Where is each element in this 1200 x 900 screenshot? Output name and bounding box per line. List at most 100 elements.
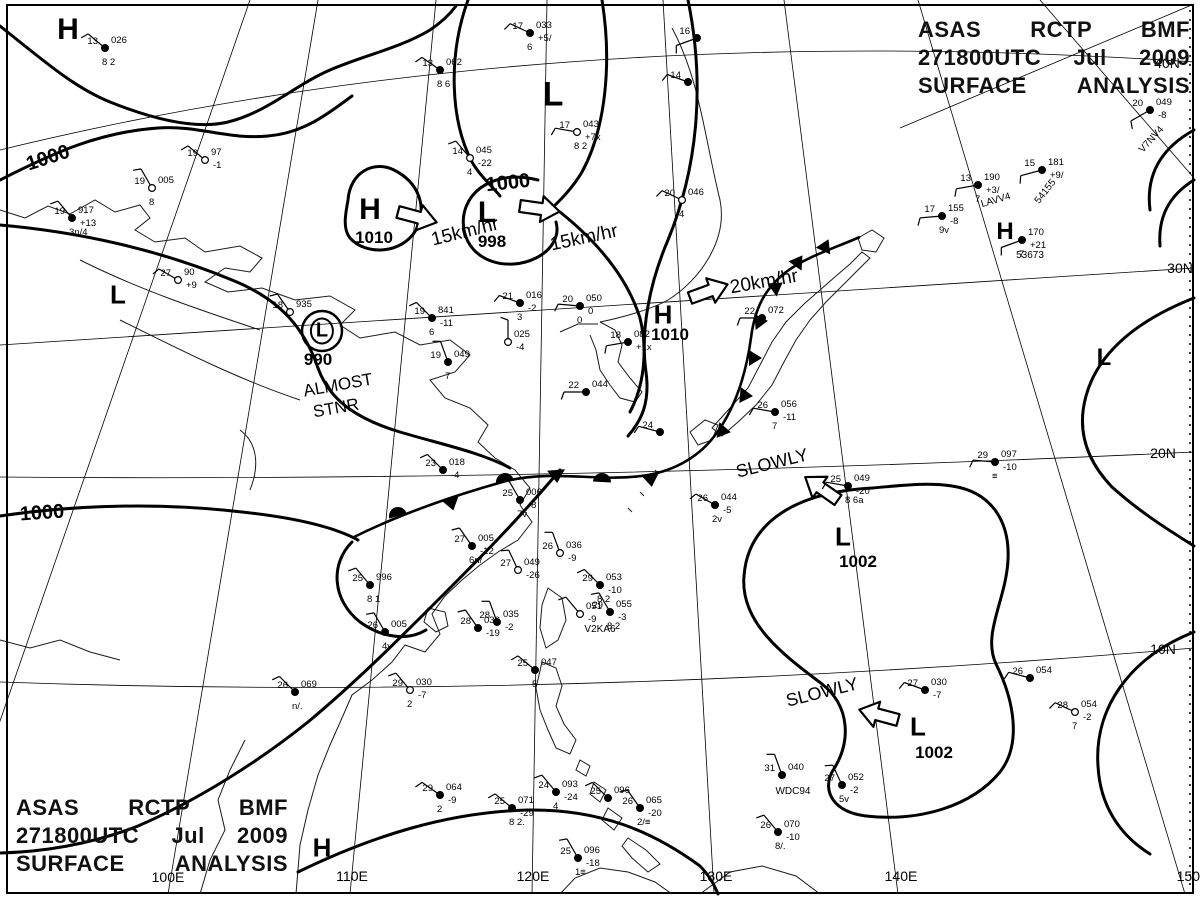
station-plot: 22 044 bbox=[560, 379, 608, 400]
station-change: +21 bbox=[1030, 240, 1046, 251]
station-plot: 17 155 -89v bbox=[917, 203, 964, 236]
latitude-label: 30N bbox=[1167, 260, 1193, 276]
station-plot: 19 97 -1 bbox=[180, 145, 222, 171]
wind-barb-tick bbox=[415, 781, 423, 788]
station-plot: 26 065 -202/≡ bbox=[619, 789, 662, 828]
station-temperature: 25 bbox=[517, 658, 528, 669]
station-temperature: 27 bbox=[824, 773, 835, 784]
station-circle-icon bbox=[603, 793, 613, 803]
station-temperature: 26 bbox=[622, 796, 633, 807]
station-pressure: 072 bbox=[768, 305, 784, 316]
station-circle-icon bbox=[773, 827, 783, 837]
longitude-label: 140E bbox=[884, 868, 918, 884]
station-circle-icon bbox=[473, 623, 483, 633]
station-pressure: 025 bbox=[514, 329, 530, 340]
station-temperature: 19 bbox=[187, 148, 198, 159]
station-change: -3 bbox=[618, 612, 626, 623]
station-cloud: 8/. bbox=[775, 841, 786, 852]
station-temperature: 17 bbox=[924, 204, 935, 215]
isobar-value-label: 1000 bbox=[484, 169, 532, 197]
station-circle-icon bbox=[467, 541, 477, 551]
station-cloud: 8 bbox=[149, 197, 154, 208]
wind-barb-tick bbox=[619, 789, 628, 793]
station-temperature: 27 bbox=[160, 268, 171, 279]
fronts bbox=[351, 235, 861, 540]
wind-barb-tick bbox=[500, 549, 509, 552]
station-cloud: 8 6 bbox=[437, 79, 450, 90]
station-pressure: 181 bbox=[1048, 157, 1064, 168]
isobar-value-label: 1000 bbox=[19, 500, 65, 526]
station-plot: 28 036-19 bbox=[457, 609, 500, 639]
low-pressure-symbol: L bbox=[1096, 344, 1112, 371]
wind-barb-tick bbox=[415, 56, 423, 63]
station-circle-icon bbox=[1070, 707, 1080, 717]
station-pressure: 064 bbox=[446, 782, 462, 793]
wind-barb-tick bbox=[756, 814, 765, 819]
wind-barb-tick bbox=[821, 481, 827, 490]
station-pressure: 917 bbox=[78, 205, 94, 216]
station-change: -1 bbox=[213, 160, 221, 171]
station-temperature: 24 bbox=[642, 420, 653, 431]
longitude-label: 100E bbox=[151, 869, 185, 885]
station-pressure: 070 bbox=[784, 819, 800, 830]
wind-barb-tick bbox=[180, 145, 189, 151]
station-circle-icon bbox=[973, 180, 983, 190]
wind-barb-tick bbox=[388, 672, 397, 677]
station-circle-icon bbox=[1145, 105, 1155, 115]
station-cloud: 3 bbox=[517, 312, 522, 323]
station-change: +9 bbox=[186, 280, 197, 291]
station-pressure: 040 bbox=[788, 762, 804, 773]
station-pressure: 049 bbox=[1156, 97, 1172, 108]
station-pressure: 046 bbox=[688, 187, 704, 198]
ship-id-label: WDC94 bbox=[775, 786, 811, 797]
station-plot: 13 026 8 2 bbox=[80, 33, 127, 68]
longitude-label: 110E bbox=[336, 868, 368, 884]
station-temperature: 21 bbox=[502, 291, 513, 302]
station-circle-icon bbox=[595, 580, 605, 590]
station-cloud: 4 bbox=[467, 167, 472, 178]
station-pressure: 005 bbox=[391, 619, 407, 630]
station-cloud: 8 2 bbox=[607, 621, 620, 632]
wind-barb-tick bbox=[534, 774, 543, 779]
station-circle-icon bbox=[937, 211, 947, 221]
station-plot: 29 053 -108 2 bbox=[576, 568, 622, 605]
station-pressure: 033 bbox=[536, 20, 552, 31]
station-pressure: 053 bbox=[606, 572, 622, 583]
station-pressure: 050 bbox=[586, 293, 602, 304]
station-temperature: 13 bbox=[422, 58, 433, 69]
station-plot: 19 049 7 bbox=[430, 340, 470, 382]
station-circle-icon bbox=[405, 685, 415, 695]
station-cloud: 7 bbox=[445, 371, 450, 382]
ship-id-label: 53673 bbox=[1016, 250, 1044, 261]
wind-barb-tick bbox=[661, 74, 668, 81]
station-change: +1x bbox=[636, 342, 652, 353]
station-plot: 29 064 -9 2 bbox=[415, 781, 462, 815]
station-cloud: 7 bbox=[1072, 721, 1077, 732]
title-block-bottom-left: ASAS RCTP BMF 271800UTC Jul 2009 SURFACE… bbox=[16, 794, 288, 878]
station-plot: 19 005 8 bbox=[132, 168, 174, 208]
station-cloud: 5v bbox=[839, 794, 849, 805]
station-plot: 27 049 -26 bbox=[500, 549, 540, 581]
station-cloud: 7v bbox=[517, 509, 527, 520]
station-change: -7 bbox=[418, 690, 426, 701]
pressure-value-label: 1010 bbox=[651, 325, 689, 344]
coastlines bbox=[0, 27, 885, 895]
wind-barb-tick bbox=[80, 33, 89, 39]
station-circle-icon bbox=[290, 687, 300, 697]
ship-id-label: V2KA6 bbox=[584, 624, 616, 635]
station-temperature: 24 bbox=[538, 780, 549, 791]
wind-barb-tick bbox=[576, 568, 585, 574]
station-pressure: 030 bbox=[931, 677, 947, 688]
station-cloud: 2 bbox=[437, 804, 442, 815]
station-plot: 22 072 bbox=[736, 305, 784, 326]
station-cloud: 6n/ bbox=[469, 555, 483, 566]
station-temperature: 25 bbox=[590, 786, 601, 797]
station-pressure: 030 bbox=[416, 677, 432, 688]
latitude-label: 40N bbox=[1154, 55, 1180, 71]
wind-barb-tick bbox=[554, 303, 559, 312]
station-circle-icon bbox=[147, 183, 157, 193]
station-cloud: 8 2. bbox=[509, 817, 525, 828]
station-change: -9 bbox=[588, 614, 596, 625]
station-plot: 16 bbox=[675, 26, 702, 54]
station-plot: 25 071 -298 2. bbox=[487, 793, 534, 828]
